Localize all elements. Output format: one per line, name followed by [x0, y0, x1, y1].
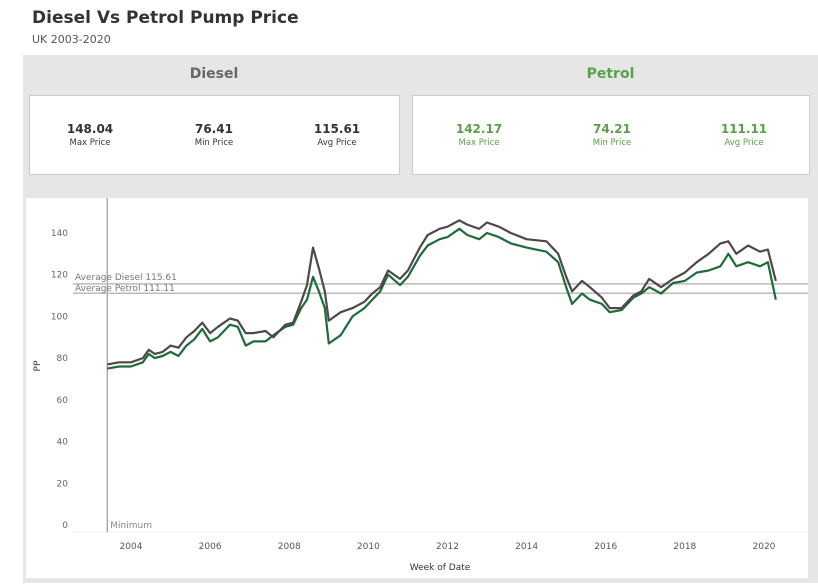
series-line-diesel: [107, 219, 777, 366]
stat-label: Min Price: [592, 138, 632, 148]
diesel-avg: 115.61 Avg Price: [282, 122, 392, 148]
stat-label: Min Price: [194, 138, 234, 148]
y-tick-label: 40: [57, 438, 69, 448]
y-tick-label: 60: [57, 396, 69, 406]
stat-label: Max Price: [69, 138, 111, 148]
diesel-min: 76.41 Min Price: [159, 122, 269, 148]
diesel-max: 148.04 Max Price: [35, 122, 145, 148]
series-line-petrol: [107, 227, 777, 370]
stat-value: 142.17: [455, 122, 503, 136]
stat-value: 115.61: [313, 122, 361, 136]
y-axis-title: PP: [33, 360, 43, 371]
stat-value: 76.41: [195, 122, 233, 136]
petrol-header: Petrol: [586, 66, 635, 82]
petrol-max: 142.17 Max Price: [424, 122, 534, 148]
diesel-card: 148.04 Max Price 76.41 Min Price 115.61 Avg…: [29, 95, 400, 175]
average-reference-label: Average Petrol 111.11: [75, 284, 175, 294]
stat-value: 148.04: [66, 122, 114, 136]
x-axis-title: Week of Date: [410, 563, 471, 573]
y-tick-label: 80: [57, 354, 69, 364]
x-tick-label: 2018: [673, 542, 696, 552]
stat-label: Avg Price: [724, 138, 764, 148]
stat-value: 111.11: [720, 122, 768, 136]
x-tick-label: 2020: [753, 542, 776, 552]
x-tick-label: 2010: [357, 542, 380, 552]
x-tick-label: 2014: [515, 542, 538, 552]
x-tick-label: 2006: [199, 542, 222, 552]
stat-label: Avg Price: [317, 138, 357, 148]
minimum-label: Minimum: [110, 521, 152, 531]
diesel-header: Diesel: [189, 66, 239, 82]
x-tick-label: 2012: [436, 542, 459, 552]
y-tick-label: 0: [62, 521, 68, 531]
page-title: Diesel Vs Petrol Pump Price: [32, 8, 299, 28]
y-tick-label: 20: [57, 479, 69, 489]
petrol-min: 74.21 Min Price: [557, 122, 667, 148]
x-tick-label: 2008: [278, 542, 301, 552]
y-tick-label: 140: [51, 229, 68, 239]
x-tick-label: 2016: [594, 542, 617, 552]
stat-label: Max Price: [458, 138, 500, 148]
petrol-avg: 111.11 Avg Price: [689, 122, 799, 148]
y-tick-label: 100: [51, 312, 68, 322]
average-reference-label: Average Diesel 115.61: [75, 273, 177, 283]
petrol-card: 142.17 Max Price 74.21 Min Price 111.11 Avg…: [412, 95, 810, 175]
y-tick-label: 120: [51, 271, 68, 281]
page-subtitle: UK 2003-2020: [32, 33, 111, 46]
x-tick-label: 2004: [120, 542, 143, 552]
stat-value: 74.21: [593, 122, 631, 136]
